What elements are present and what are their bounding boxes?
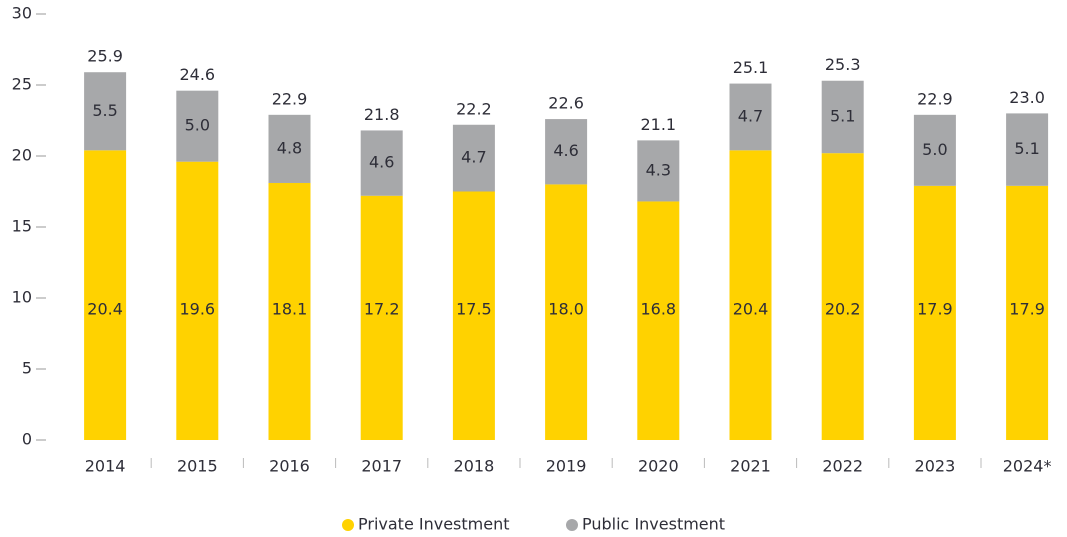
- segment-label: 17.2: [364, 300, 400, 319]
- legend-swatch: [342, 519, 354, 531]
- bar-segment: [637, 140, 680, 202]
- bar-segment: [452, 191, 495, 440]
- segment-label: 17.9: [917, 300, 953, 319]
- segment-label: 4.3: [646, 160, 671, 179]
- y-tick-label: 10: [12, 288, 32, 307]
- y-tick-label: 5: [22, 359, 32, 378]
- bar-segment: [637, 201, 680, 440]
- total-label: 25.9: [87, 47, 123, 66]
- bar-segment: [452, 124, 495, 192]
- x-tick-label: 2015: [177, 457, 218, 476]
- segment-label: 18.0: [548, 300, 584, 319]
- total-label: 22.9: [272, 89, 308, 108]
- segment-label: 18.1: [272, 300, 308, 319]
- bar-segment: [268, 182, 311, 441]
- legend-label: Private Investment: [358, 515, 510, 534]
- segment-label: 17.5: [456, 300, 492, 319]
- x-tick-label: 2016: [269, 457, 310, 476]
- x-tick-label: 2022: [822, 457, 863, 476]
- segment-label: 5.0: [922, 140, 947, 159]
- bar-segment: [176, 161, 219, 440]
- bar-segment: [821, 80, 864, 154]
- total-label: 22.6: [548, 94, 584, 113]
- segment-label: 16.8: [640, 300, 676, 319]
- x-tick-label: 2017: [361, 457, 402, 476]
- x-tick-label: 2020: [638, 457, 679, 476]
- total-label: 24.6: [179, 65, 215, 84]
- bar-segment: [545, 119, 588, 185]
- segment-label: 20.4: [733, 300, 769, 319]
- x-tick-label: 2024*: [1003, 457, 1052, 476]
- bar-segment: [1006, 185, 1049, 440]
- total-label: 25.1: [733, 58, 769, 77]
- bar-segment: [729, 150, 772, 440]
- segment-label: 5.5: [92, 101, 117, 120]
- bar-segment: [268, 114, 311, 183]
- y-tick-label: 0: [22, 430, 32, 449]
- bar-segment: [913, 185, 956, 440]
- segment-label: 5.1: [830, 106, 855, 125]
- bar-segment: [821, 153, 864, 440]
- legend-swatch: [566, 519, 578, 531]
- segment-label: 17.9: [1009, 300, 1045, 319]
- segment-label: 5.1: [1014, 139, 1039, 158]
- segment-label: 4.6: [369, 153, 394, 172]
- segment-label: 4.8: [277, 138, 302, 157]
- bar-segment: [360, 195, 403, 440]
- segment-label: 4.7: [461, 148, 486, 167]
- x-tick-label: 2019: [546, 457, 587, 476]
- y-tick-label: 30: [12, 4, 32, 23]
- segment-label: 5.0: [185, 116, 210, 135]
- bar-segment: [913, 114, 956, 186]
- bar-segment: [545, 184, 588, 440]
- legend-label: Public Investment: [582, 515, 725, 534]
- y-tick-label: 15: [12, 217, 32, 236]
- segment-label: 4.6: [553, 141, 578, 160]
- x-tick-label: 2014: [85, 457, 126, 476]
- total-label: 25.3: [825, 55, 861, 74]
- total-label: 21.8: [364, 105, 400, 124]
- x-tick-label: 2018: [454, 457, 495, 476]
- segment-label: 20.4: [87, 300, 123, 319]
- bar-segment: [84, 72, 127, 151]
- bar-segment: [729, 83, 772, 151]
- bar-segment: [1006, 113, 1049, 186]
- total-label: 22.2: [456, 99, 492, 118]
- bar-segment: [84, 150, 127, 440]
- x-tick-label: 2021: [730, 457, 771, 476]
- y-tick-label: 25: [12, 75, 32, 94]
- segment-label: 19.6: [179, 300, 215, 319]
- bar-segment: [176, 90, 219, 162]
- y-tick-label: 20: [12, 146, 32, 165]
- total-label: 22.9: [917, 89, 953, 108]
- segment-label: 20.2: [825, 300, 861, 319]
- segment-label: 4.7: [738, 106, 763, 125]
- bar-segment: [360, 130, 403, 196]
- x-tick-label: 2023: [915, 457, 956, 476]
- total-label: 21.1: [640, 115, 676, 134]
- total-label: 23.0: [1009, 88, 1045, 107]
